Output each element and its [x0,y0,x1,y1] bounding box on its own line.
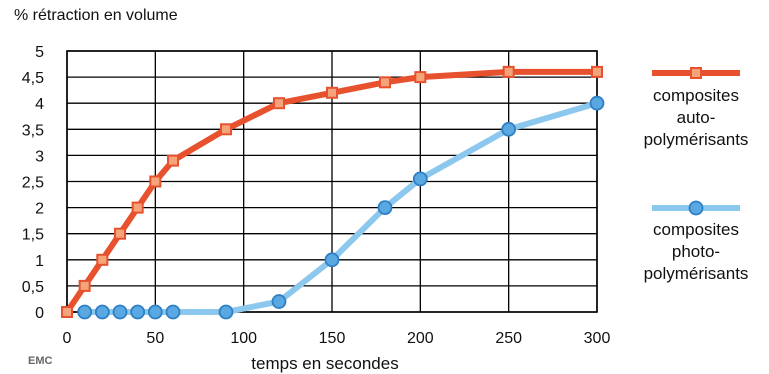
y-tick-label: 3 [35,148,44,165]
legend-item-0: composites auto-polymérisants [644,67,749,149]
legend-item-1: composites photo-polymérisants [644,200,749,283]
plot-frame [66,50,598,313]
legend-label-line: polymérisants [644,264,749,283]
y-tick-labels: 0 0,5 1 1,5 2 2,5 3 3,5 4 4,5 5 [22,44,44,322]
y-tick-label: 4,5 [22,70,44,87]
series-0-point [96,253,109,266]
y-axis-label: % rétraction en volume [14,7,178,24]
series-1-point [271,294,287,309]
legend-marker [688,200,704,216]
series-0-point [379,76,391,89]
x-tick-label: 100 [230,330,257,347]
series-0-point [149,175,162,188]
series-1 [77,95,605,320]
x-tick-label: 50 [146,330,164,347]
series-1-point [147,304,163,320]
legend-label-line: auto- [677,108,716,127]
series-0-point [61,306,73,318]
series-0-point [591,65,603,78]
x-tick-label: 250 [495,330,522,347]
series-1-point [377,200,393,216]
legend-label-line: composites [653,86,739,105]
legend-marker [690,67,702,79]
series-0-point [78,279,91,292]
series-0-point [131,201,144,214]
series-1-point [218,304,234,320]
x-tick-label: 150 [319,330,346,347]
series-0 [61,65,603,318]
legend: composites auto-polymérisants composites ph… [644,67,749,283]
y-tick-label: 2 [35,201,44,218]
legend-label-line: composites [653,220,739,239]
legend-label-line: photo- [672,242,720,261]
series-0-point [414,71,427,84]
y-tick-label: 1,5 [22,227,44,244]
series-1-point [94,304,110,320]
series-1-point [589,95,605,111]
y-tick-label: 0,5 [22,279,44,296]
x-tick-label: 0 [63,330,72,347]
series-1-point [130,304,146,320]
y-tick-label: 4 [35,96,44,113]
x-tick-label: 200 [407,330,434,347]
y-tick-label: 0 [35,305,44,322]
series-0-point [326,86,338,99]
series-1-point [165,304,181,320]
x-axis-label: temps en secondes [251,354,398,373]
series-0-point [220,123,232,136]
y-tick-label: 5 [35,44,44,61]
series-1-point [412,171,428,187]
series-1-point [112,304,128,320]
series-1-point [501,121,517,137]
series-1-point [324,252,340,268]
series-0-point [273,97,285,110]
series-0-point [114,227,126,240]
x-tick-label: 300 [584,330,611,347]
y-tick-label: 3,5 [22,122,44,139]
legend-label-line: polymérisants [644,130,749,149]
emc-logo: EMC [28,355,53,367]
series-0-point [167,154,179,167]
y-tick-label: 2,5 [22,175,44,192]
x-tick-labels: 0 50 100 150 200 250 300 [63,330,611,347]
series-layer [61,65,605,320]
series-1-point [77,304,93,320]
series-0-point [502,65,515,78]
plot-border [66,50,598,313]
y-tick-label: 1 [35,253,44,270]
